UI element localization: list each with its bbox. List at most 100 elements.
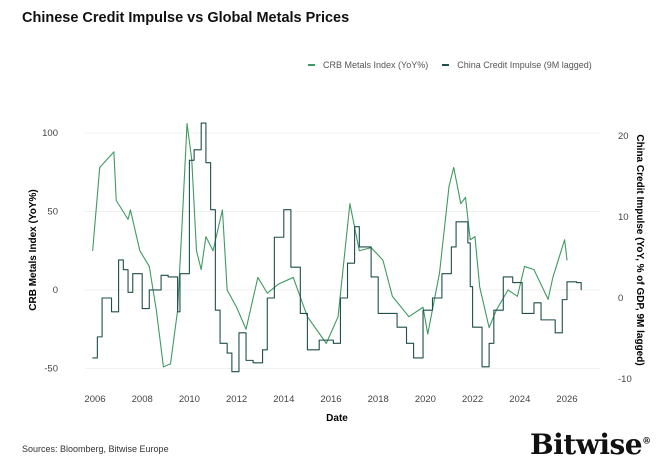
data-point: [245, 359, 247, 361]
legend-item-metals: CRB Metals Index (YoY%): [308, 60, 428, 70]
y-left-axis-label: CRB Metals Index (YoY%): [28, 189, 39, 311]
series-line-crb-metals: [92, 123, 568, 368]
data-point: [488, 342, 490, 344]
data-point: [266, 297, 268, 299]
x-tick-label: 2020: [415, 394, 436, 405]
data-point: [391, 295, 393, 297]
data-point: [222, 209, 223, 211]
data-point: [422, 309, 424, 311]
data-point: [113, 151, 115, 153]
legend-swatch: [442, 64, 450, 66]
data-point: [325, 342, 327, 344]
data-point: [163, 366, 164, 368]
data-point: [408, 316, 410, 318]
y-right-tick-label: 0: [618, 293, 623, 304]
data-point: [469, 239, 471, 241]
data-point: [193, 149, 195, 151]
data-point: [413, 357, 414, 359]
data-point: [453, 167, 455, 168]
series-points: [92, 122, 582, 373]
data-point: [111, 311, 112, 313]
data-point: [186, 123, 188, 124]
data-point: [455, 221, 457, 223]
data-point: [99, 167, 101, 168]
data-point: [469, 286, 471, 288]
data-point: [262, 349, 263, 351]
data-point: [552, 277, 554, 278]
data-point: [460, 203, 462, 205]
data-point: [283, 209, 285, 211]
data-point: [139, 250, 141, 252]
legend-item-credit: China Credit Impulse (9M lagged): [442, 60, 592, 70]
data-point: [132, 273, 134, 275]
x-tick-label: 2010: [179, 394, 200, 405]
data-point: [196, 250, 197, 252]
data-point: [547, 299, 549, 300]
x-tick-label: 2022: [462, 394, 483, 405]
x-tick-label: 2024: [509, 394, 530, 405]
data-point: [467, 242, 469, 244]
data-point: [481, 366, 483, 368]
data-point: [307, 349, 308, 351]
data-point: [382, 259, 384, 261]
data-point: [488, 327, 490, 329]
x-tick-label: 2014: [273, 394, 294, 405]
data-point: [340, 297, 341, 299]
data-point: [450, 246, 452, 248]
data-point: [465, 196, 466, 198]
data-point: [290, 266, 292, 268]
x-tick-label: 2006: [84, 394, 105, 405]
data-point: [257, 277, 259, 278]
data-point: [524, 266, 525, 267]
data-point: [189, 159, 190, 161]
data-point: [177, 311, 179, 313]
x-tick-label: 2008: [132, 394, 153, 405]
data-point: [210, 209, 212, 211]
y-left-tick-label: 0: [53, 285, 58, 296]
data-point: [448, 185, 450, 187]
data-point: [148, 289, 150, 291]
data-point: [238, 332, 240, 334]
data-point: [533, 269, 535, 270]
data-point: [318, 339, 320, 341]
legend-label: China Credit Impulse (9M lagged): [457, 60, 592, 70]
y-right-axis-label: China Credit Impulse (YoY, % of GDP, 9M …: [634, 134, 645, 365]
data-point: [377, 312, 379, 314]
data-point: [561, 299, 563, 301]
y-right-tick-label: 20: [618, 131, 629, 142]
data-point: [101, 297, 103, 299]
data-point: [493, 309, 495, 311]
data-point: [226, 289, 228, 291]
data-point: [396, 326, 398, 328]
data-point: [349, 203, 351, 205]
bitwise-logo: Bitwise®: [530, 428, 651, 461]
data-point: [278, 283, 280, 285]
data-point: [127, 218, 129, 220]
data-point: [266, 292, 268, 294]
y-left-tick-label: -50: [44, 364, 58, 375]
data-point: [115, 200, 117, 201]
data-point: [92, 250, 94, 252]
data-point: [181, 218, 183, 220]
data-point: [214, 309, 216, 311]
data-point: [358, 246, 360, 248]
data-point: [332, 342, 334, 344]
data-point: [141, 308, 143, 309]
data-point: [130, 209, 131, 211]
source-note: Sources: Bloomberg, Bitwise Europe: [22, 444, 169, 454]
data-point: [205, 162, 207, 164]
y-left-tick-label: 50: [47, 207, 58, 218]
data-point: [155, 310, 157, 311]
legend-label: CRB Metals Index (YoY%): [323, 60, 429, 70]
data-point: [231, 371, 233, 373]
y-left-tick-label: 100: [42, 128, 58, 139]
data-point: [219, 342, 221, 344]
data-point: [160, 274, 162, 276]
series-line-china-credit-impulse: [92, 122, 582, 373]
data-point: [200, 269, 202, 270]
x-tick-label: 2012: [226, 394, 247, 405]
x-tick-label: 2026: [556, 394, 577, 405]
y-right-tick-label: -10: [618, 374, 632, 385]
data-point: [299, 312, 301, 314]
x-axis-label: Date: [326, 413, 348, 424]
